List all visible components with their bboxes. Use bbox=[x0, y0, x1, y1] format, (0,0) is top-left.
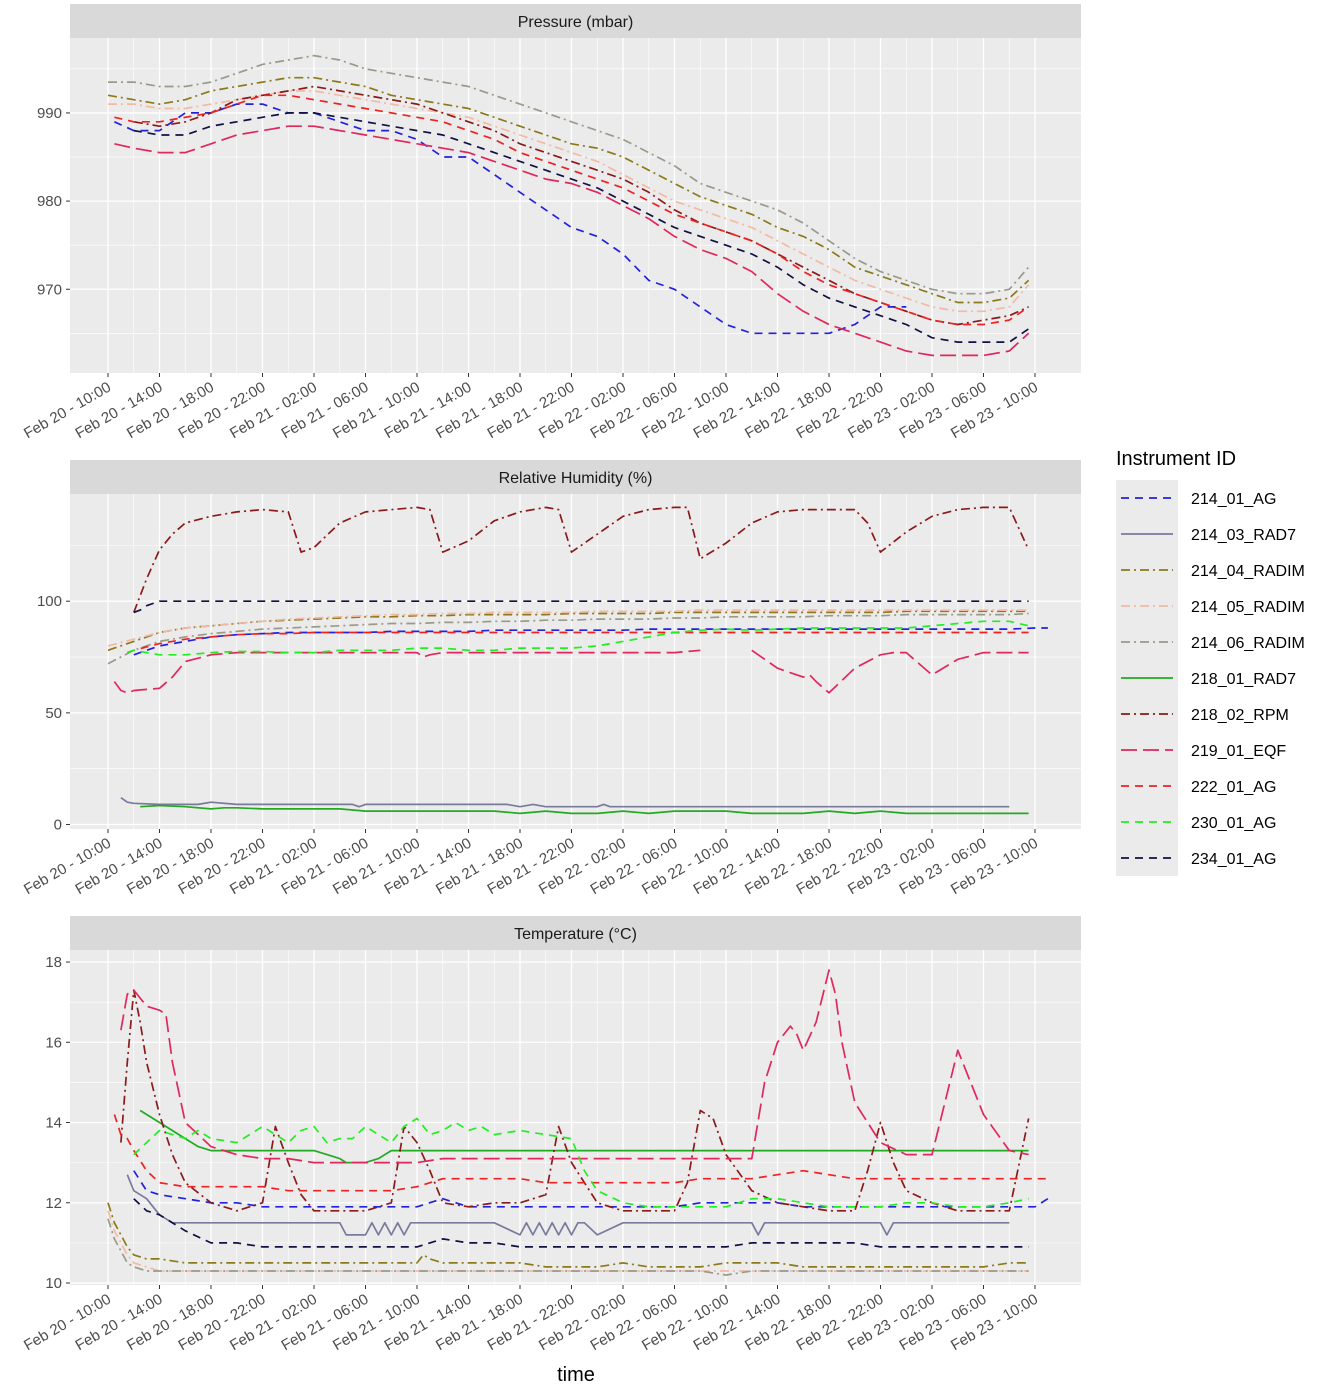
legend-item-label: 214_01_AG bbox=[1191, 491, 1276, 508]
legend-item-label: 222_01_AG bbox=[1191, 779, 1276, 796]
panel-strip bbox=[70, 4, 1081, 38]
y-tick-label: 50 bbox=[45, 705, 62, 722]
series-line-214_04_RADIM bbox=[107, 76, 1030, 304]
x-tick-label: Feb 23 - 10:00 bbox=[948, 379, 1041, 443]
series-line-219_01_EQF bbox=[113, 649, 1029, 694]
y-tick-label: 970 bbox=[37, 281, 62, 298]
panel-strip bbox=[70, 916, 1081, 950]
series-line-234_01_AG bbox=[133, 600, 1029, 614]
series-line-214_01_AG bbox=[133, 627, 1048, 656]
series-line-214_01_AG bbox=[133, 1170, 1049, 1208]
y-tick-label: 18 bbox=[45, 954, 62, 971]
legend-item-label: 214_03_RAD7 bbox=[1191, 527, 1296, 544]
legend-item-label: 214_04_RADIM bbox=[1191, 563, 1305, 580]
series-line-214_06_RADIM bbox=[107, 612, 1029, 665]
series-line-214_03_RAD7 bbox=[126, 1174, 1010, 1236]
y-tick-label: 980 bbox=[37, 193, 62, 210]
panel-title: Temperature (°C) bbox=[514, 926, 637, 943]
series-group bbox=[107, 54, 1030, 357]
series-line-218_02_RPM bbox=[133, 506, 1030, 613]
series-group bbox=[107, 969, 1049, 1276]
y-tick-label: 0 bbox=[54, 817, 62, 834]
legend-item-label: 230_01_AG bbox=[1191, 815, 1276, 832]
x-axis-title: time bbox=[557, 1364, 595, 1385]
series-line-219_01_EQF bbox=[120, 969, 1029, 1164]
series-line-214_06_RADIM bbox=[107, 1218, 1029, 1276]
legend-title: Instrument ID bbox=[1116, 448, 1236, 470]
panel-title: Pressure (mbar) bbox=[518, 14, 634, 31]
panel-background bbox=[70, 950, 1081, 1285]
series-line-214_01_AG bbox=[114, 103, 907, 335]
panel-background bbox=[70, 494, 1081, 829]
series-line-234_01_AG bbox=[133, 112, 1030, 343]
y-tick-label: 14 bbox=[45, 1115, 62, 1132]
panel-title: Relative Humidity (%) bbox=[499, 470, 653, 487]
series-line-218_02_RPM bbox=[120, 989, 1030, 1212]
legend-item-label: 234_01_AG bbox=[1191, 851, 1276, 868]
y-tick-label: 12 bbox=[45, 1195, 62, 1212]
series-line-222_01_AG bbox=[113, 1114, 1048, 1192]
x-tick-label: Feb 23 - 10:00 bbox=[948, 1291, 1041, 1355]
series-line-218_01_RAD7 bbox=[140, 804, 1029, 815]
x-tick-label: Feb 23 - 10:00 bbox=[948, 835, 1041, 899]
panel-strip bbox=[70, 460, 1081, 494]
y-tick-label: 16 bbox=[45, 1034, 62, 1051]
y-tick-label: 10 bbox=[45, 1275, 62, 1292]
y-tick-label: 990 bbox=[37, 105, 62, 122]
series-line-218_01_RAD7 bbox=[139, 1109, 1029, 1164]
series-line-214_05_RADIM bbox=[107, 609, 1029, 647]
legend-item-label: 219_01_EQF bbox=[1191, 743, 1286, 760]
legend-item-label: 214_06_RADIM bbox=[1191, 635, 1305, 652]
series-line-219_01_EQF bbox=[114, 125, 1030, 357]
legend-item-label: 218_02_RPM bbox=[1191, 707, 1289, 724]
legend: Instrument ID 214_01_AG 214_03_RAD7 214_04_… bbox=[1116, 448, 1305, 876]
series-line-214_04_RADIM bbox=[107, 1202, 1029, 1268]
series-group bbox=[107, 506, 1048, 815]
legend-item-label: 214_05_RADIM bbox=[1191, 599, 1305, 616]
legend-item-label: 218_01_RAD7 bbox=[1191, 671, 1296, 688]
series-line-214_06_RADIM bbox=[108, 54, 1030, 295]
series-line-234_01_AG bbox=[133, 1198, 1029, 1248]
y-tick-label: 100 bbox=[37, 593, 62, 610]
series-line-214_03_RAD7 bbox=[120, 797, 1010, 808]
panel-background bbox=[70, 38, 1081, 373]
